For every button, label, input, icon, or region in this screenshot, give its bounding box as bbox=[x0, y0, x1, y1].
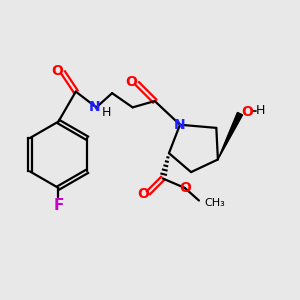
Text: H: H bbox=[102, 106, 111, 118]
Polygon shape bbox=[218, 112, 243, 160]
Text: O: O bbox=[126, 75, 138, 89]
Text: O: O bbox=[242, 105, 254, 119]
Text: N: N bbox=[89, 100, 100, 114]
Text: O: O bbox=[138, 187, 150, 201]
Text: CH₃: CH₃ bbox=[205, 198, 225, 208]
Text: O: O bbox=[179, 181, 191, 195]
Text: N: N bbox=[174, 118, 186, 132]
Text: F: F bbox=[53, 198, 64, 213]
Text: O: O bbox=[51, 64, 63, 78]
Text: H: H bbox=[256, 104, 265, 117]
